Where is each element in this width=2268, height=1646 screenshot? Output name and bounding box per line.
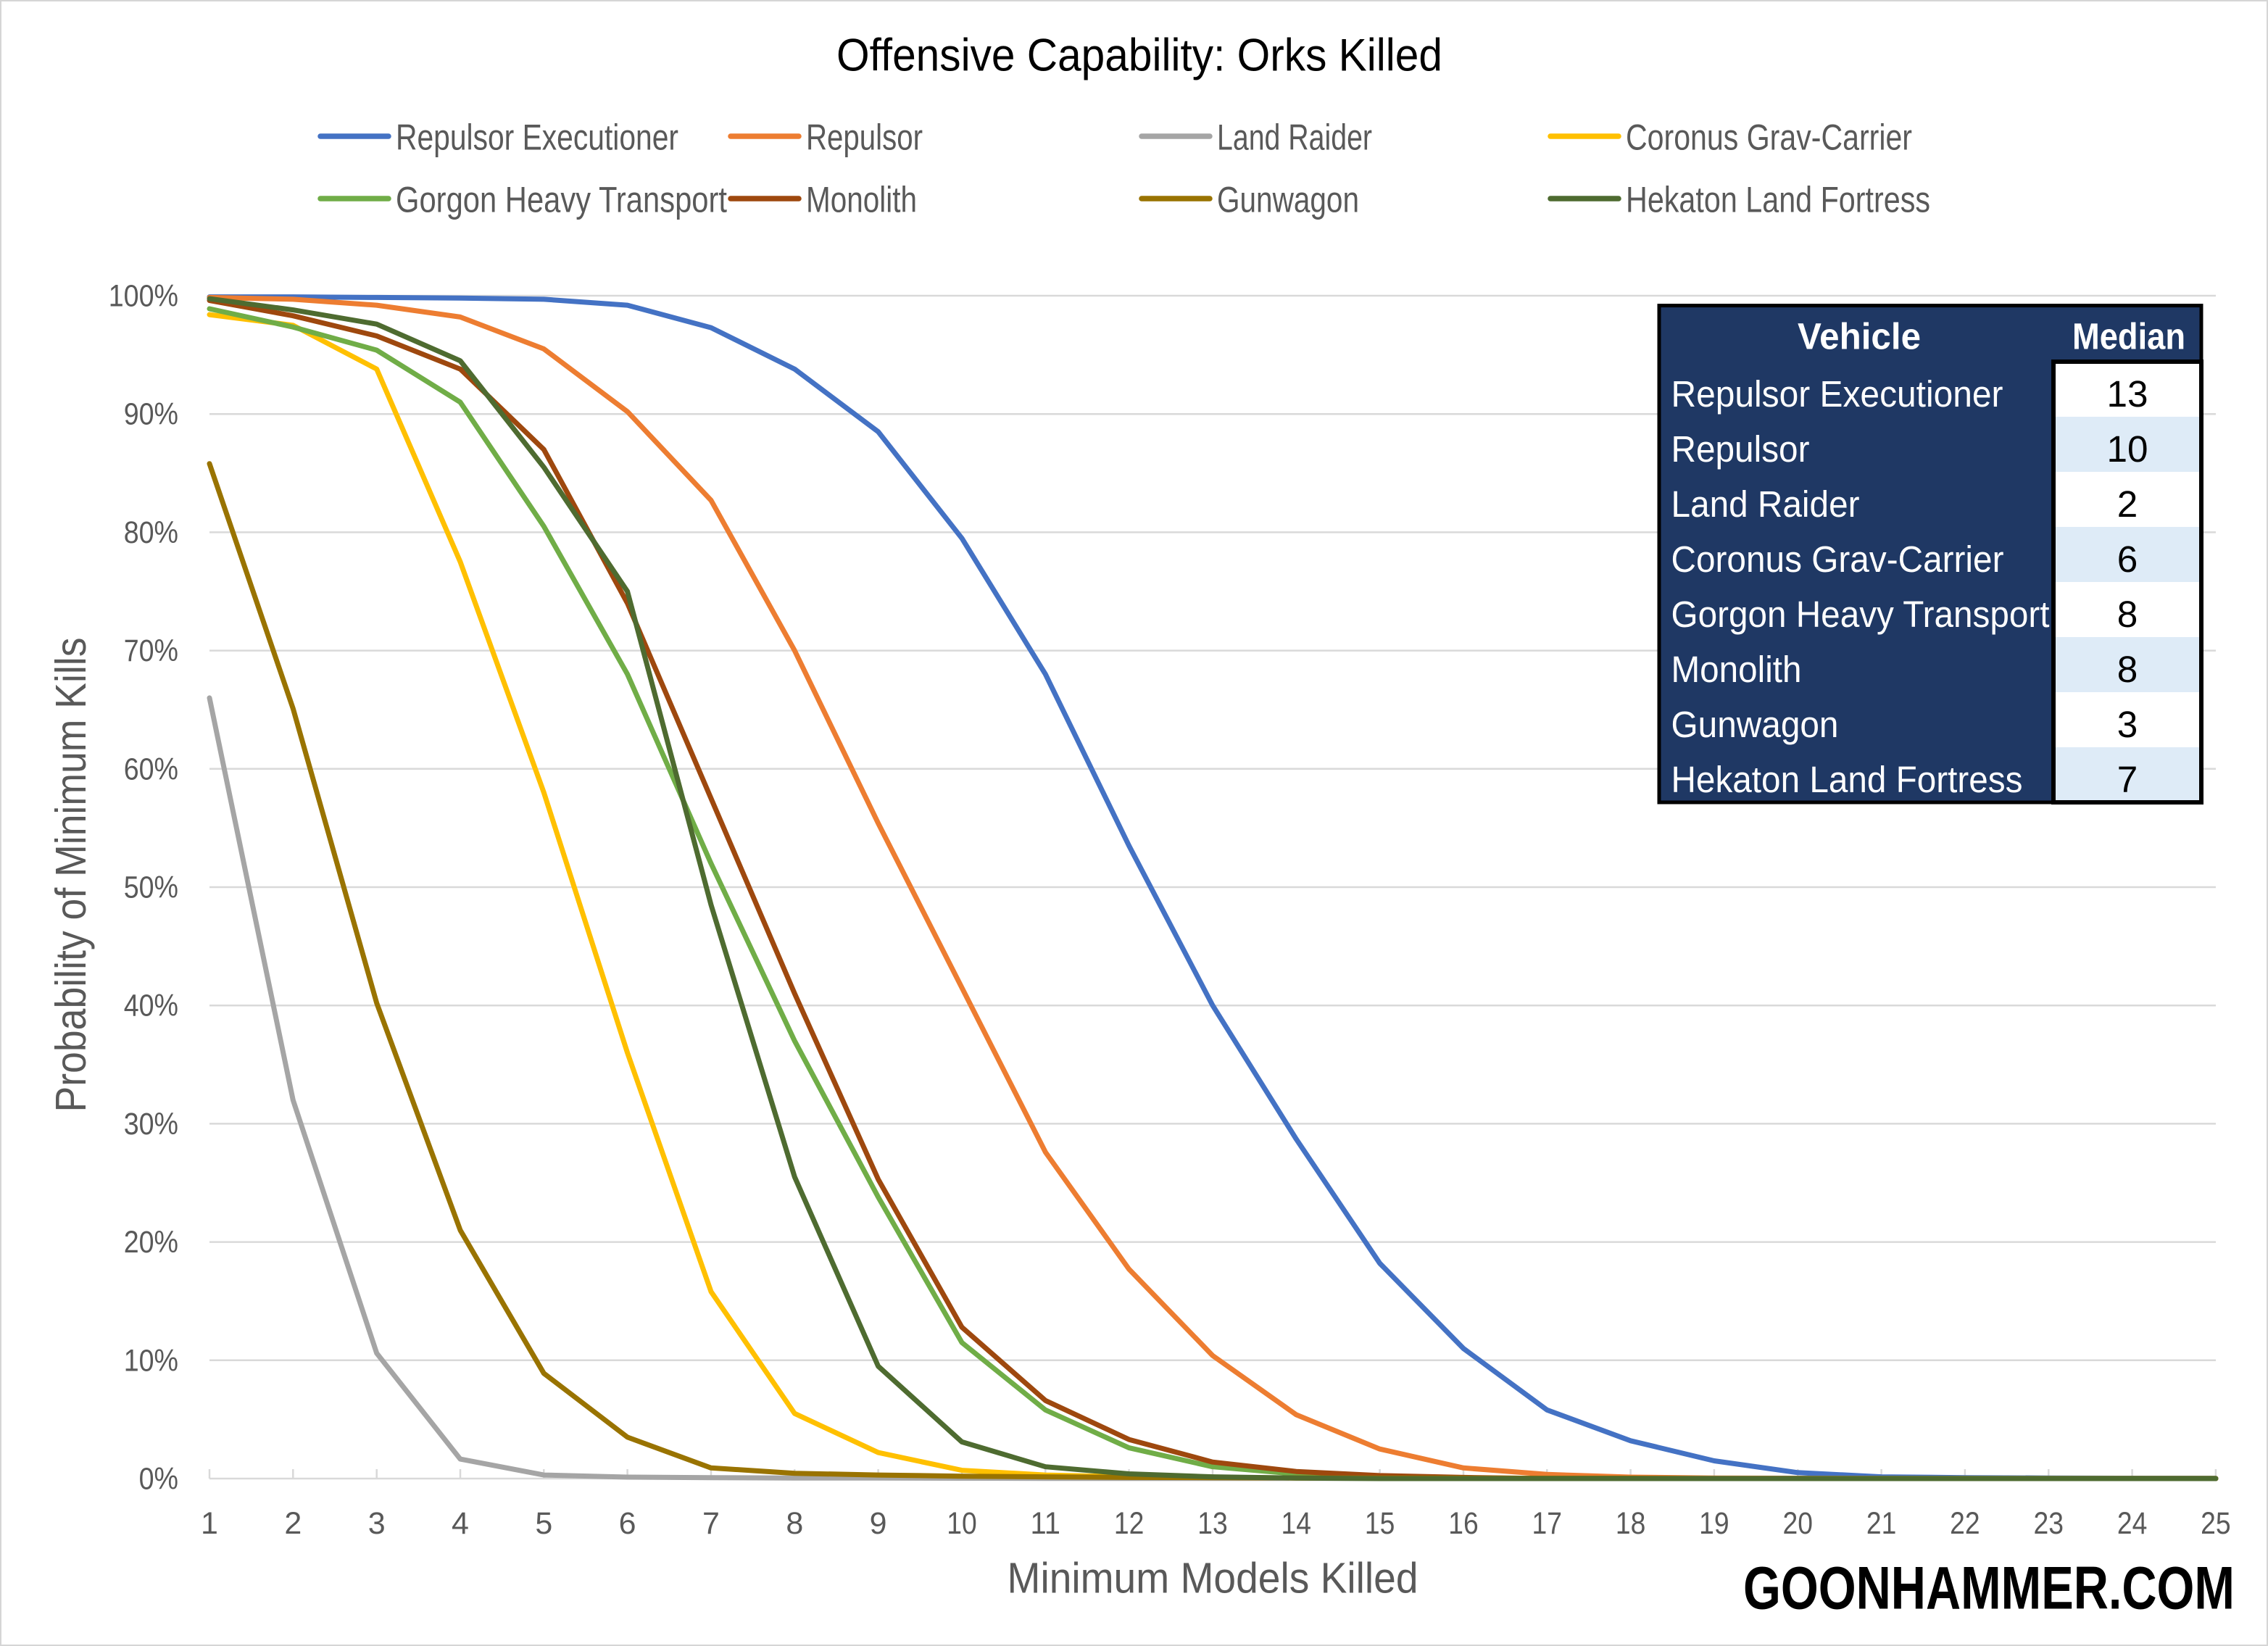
- svg-text:10: 10: [947, 1506, 977, 1541]
- svg-text:1: 1: [201, 1506, 218, 1541]
- svg-text:70%: 70%: [124, 633, 178, 668]
- svg-text:Repulsor Executioner: Repulsor Executioner: [396, 117, 678, 158]
- svg-text:Gunwagon: Gunwagon: [1217, 180, 1359, 220]
- svg-text:0%: 0%: [139, 1462, 178, 1497]
- svg-text:3: 3: [2117, 704, 2138, 745]
- svg-text:Gorgon Heavy Transport: Gorgon Heavy Transport: [396, 180, 727, 220]
- svg-text:Probability of Minimum Kills: Probability of Minimum Kills: [46, 638, 95, 1113]
- svg-text:12: 12: [1114, 1506, 1145, 1541]
- svg-text:7: 7: [702, 1506, 720, 1541]
- svg-text:19: 19: [1699, 1506, 1729, 1541]
- svg-text:Minimum Models Killed: Minimum Models Killed: [1008, 1553, 1418, 1602]
- svg-text:Vehicle: Vehicle: [1798, 315, 1921, 357]
- svg-text:8: 8: [786, 1506, 803, 1541]
- svg-text:24: 24: [2117, 1506, 2148, 1541]
- svg-text:Gorgon Heavy Transport: Gorgon Heavy Transport: [1671, 594, 2050, 635]
- svg-text:Offensive Capability: Orks Kil: Offensive Capability: Orks Killed: [836, 30, 1442, 81]
- svg-text:4: 4: [452, 1506, 469, 1541]
- svg-text:8: 8: [2117, 594, 2138, 635]
- svg-text:14: 14: [1282, 1506, 1312, 1541]
- svg-text:2: 2: [284, 1506, 302, 1541]
- svg-text:10%: 10%: [124, 1343, 178, 1378]
- svg-text:22: 22: [1950, 1506, 1980, 1541]
- svg-text:17: 17: [1532, 1506, 1563, 1541]
- svg-text:80%: 80%: [124, 515, 178, 550]
- svg-text:13: 13: [2106, 373, 2148, 415]
- svg-text:25: 25: [2201, 1506, 2231, 1541]
- svg-text:90%: 90%: [124, 397, 178, 432]
- svg-text:60%: 60%: [124, 752, 178, 786]
- svg-text:Monolith: Monolith: [806, 180, 917, 220]
- svg-text:Repulsor Executioner: Repulsor Executioner: [1671, 373, 2003, 415]
- svg-text:16: 16: [1448, 1506, 1479, 1541]
- svg-text:7: 7: [2117, 759, 2138, 800]
- svg-text:2: 2: [2117, 483, 2138, 525]
- svg-text:6: 6: [2117, 539, 2138, 580]
- svg-text:GOONHAMMER.COM: GOONHAMMER.COM: [1743, 1553, 2235, 1621]
- svg-text:Monolith: Monolith: [1671, 649, 1802, 690]
- svg-text:8: 8: [2117, 649, 2138, 690]
- svg-text:6: 6: [619, 1506, 636, 1541]
- svg-text:Hekaton Land Fortress: Hekaton Land Fortress: [1626, 180, 1930, 220]
- svg-text:9: 9: [870, 1506, 887, 1541]
- svg-text:3: 3: [368, 1506, 386, 1541]
- svg-text:20%: 20%: [124, 1225, 178, 1260]
- svg-text:Coronus Grav-Carrier: Coronus Grav-Carrier: [1671, 539, 2004, 580]
- svg-text:20: 20: [1783, 1506, 1814, 1541]
- svg-text:Repulsor: Repulsor: [806, 117, 923, 158]
- svg-text:100%: 100%: [109, 279, 178, 314]
- svg-text:50%: 50%: [124, 870, 178, 905]
- svg-text:Land Raider: Land Raider: [1217, 117, 1372, 158]
- svg-text:40%: 40%: [124, 989, 178, 1023]
- svg-text:21: 21: [1866, 1506, 1897, 1541]
- svg-text:Coronus Grav-Carrier: Coronus Grav-Carrier: [1626, 117, 1912, 158]
- svg-text:Hekaton Land Fortress: Hekaton Land Fortress: [1671, 759, 2023, 800]
- svg-text:Gunwagon: Gunwagon: [1671, 704, 1839, 745]
- svg-text:13: 13: [1197, 1506, 1228, 1541]
- svg-text:Median: Median: [2072, 315, 2185, 357]
- svg-text:18: 18: [1616, 1506, 1646, 1541]
- svg-text:Land Raider: Land Raider: [1671, 483, 1860, 525]
- svg-text:Repulsor: Repulsor: [1671, 428, 1810, 470]
- svg-text:30%: 30%: [124, 1107, 178, 1142]
- svg-text:5: 5: [535, 1506, 552, 1541]
- svg-text:11: 11: [1031, 1506, 1061, 1541]
- svg-text:10: 10: [2106, 428, 2148, 470]
- svg-text:23: 23: [2034, 1506, 2064, 1541]
- svg-text:15: 15: [1365, 1506, 1395, 1541]
